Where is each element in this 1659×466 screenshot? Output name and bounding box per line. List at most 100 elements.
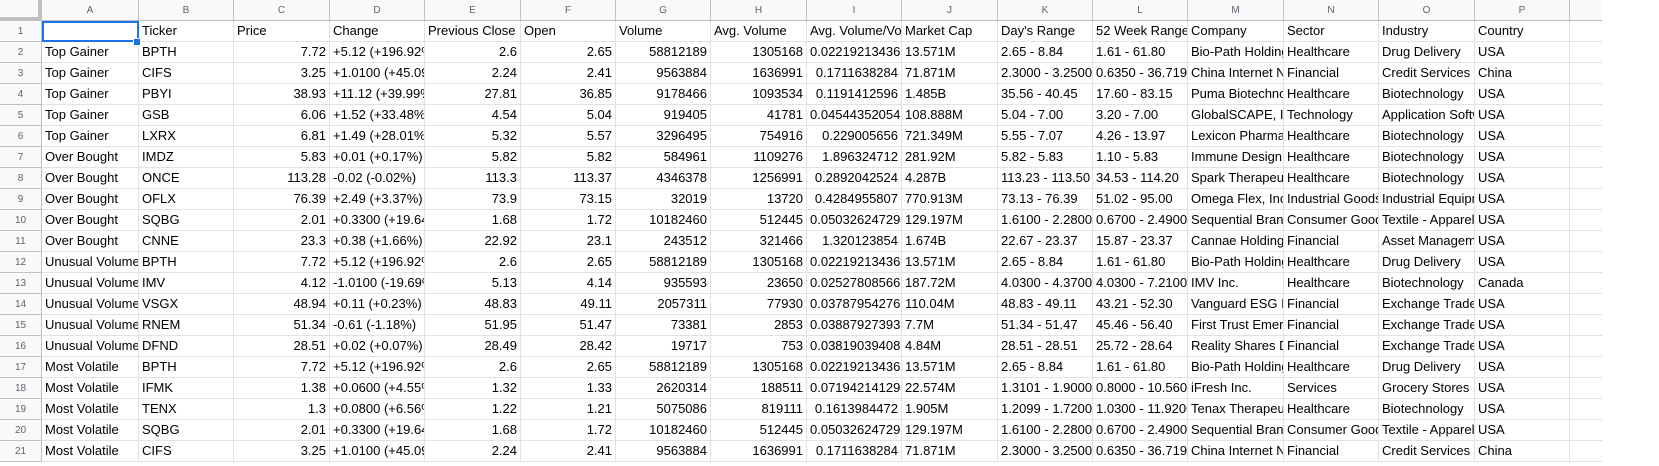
cell-n14[interactable]: Financial	[1284, 294, 1379, 315]
cell-h3[interactable]: 1636991	[711, 63, 807, 84]
cell-c21[interactable]: 3.25	[234, 441, 330, 462]
column-header-a[interactable]: A	[42, 0, 139, 21]
cell-n4[interactable]: Healthcare	[1284, 84, 1379, 105]
cell-d7[interactable]: +0.01 (+0.17%)	[330, 147, 425, 168]
cell-m9[interactable]: Omega Flex, Inc.	[1188, 189, 1284, 210]
cell-n3[interactable]: Financial	[1284, 63, 1379, 84]
row-header[interactable]: 16	[0, 336, 42, 357]
cell-j7[interactable]: 281.92M	[902, 147, 998, 168]
cell-k20[interactable]: 1.6100 - 2.2800	[998, 420, 1093, 441]
column-header-i[interactable]: I	[807, 0, 902, 21]
cell-m14[interactable]: Vanguard ESG International	[1188, 294, 1284, 315]
cell-g3[interactable]: 9563884	[616, 63, 711, 84]
cell-i13[interactable]: 0.02527808566	[807, 273, 902, 294]
cell-h1[interactable]: Avg. Volume	[711, 21, 807, 42]
cell-p13[interactable]: Canada	[1475, 273, 1570, 294]
cell-j2[interactable]: 13.571M	[902, 42, 998, 63]
cell-p19[interactable]: USA	[1475, 399, 1570, 420]
cell-p8[interactable]: USA	[1475, 168, 1570, 189]
cell-j20[interactable]: 129.197M	[902, 420, 998, 441]
cell-d2[interactable]: +5.12 (+196.92%)	[330, 42, 425, 63]
cell-j18[interactable]: 22.574M	[902, 378, 998, 399]
cell-n20[interactable]: Consumer Goods	[1284, 420, 1379, 441]
cell-g21[interactable]: 9563884	[616, 441, 711, 462]
cell-d6[interactable]: +1.49 (+28.01%)	[330, 126, 425, 147]
cell-c5[interactable]: 6.06	[234, 105, 330, 126]
cell-g11[interactable]: 243512	[616, 231, 711, 252]
cell-l19[interactable]: 1.0300 - 11.9200	[1093, 399, 1188, 420]
row-header[interactable]: 13	[0, 273, 42, 294]
cell-o6[interactable]: Biotechnology	[1379, 126, 1475, 147]
cell-a1[interactable]	[42, 21, 139, 42]
cell-m20[interactable]: Sequential Brands	[1188, 420, 1284, 441]
cell-o16[interactable]: Exchange Traded Fund	[1379, 336, 1475, 357]
cell-l20[interactable]: 0.6700 - 2.4900	[1093, 420, 1188, 441]
cell-e15[interactable]: 51.95	[425, 315, 521, 336]
cell-m3[interactable]: China Internet Nationwide	[1188, 63, 1284, 84]
cell-h19[interactable]: 819111	[711, 399, 807, 420]
cell-f18[interactable]: 1.33	[521, 378, 616, 399]
cell-k13[interactable]: 4.0300 - 4.3700	[998, 273, 1093, 294]
cell-h21[interactable]: 1636991	[711, 441, 807, 462]
cell-d10[interactable]: +0.3300 (+19.64%)	[330, 210, 425, 231]
cell-p3[interactable]: China	[1475, 63, 1570, 84]
cell-p20[interactable]: USA	[1475, 420, 1570, 441]
cell-e20[interactable]: 1.68	[425, 420, 521, 441]
cell-f8[interactable]: 113.37	[521, 168, 616, 189]
cell-j4[interactable]: 1.485B	[902, 84, 998, 105]
cell-e13[interactable]: 5.13	[425, 273, 521, 294]
cell-a3[interactable]: Top Gainer	[42, 63, 139, 84]
cell-n7[interactable]: Healthcare	[1284, 147, 1379, 168]
cell-e21[interactable]: 2.24	[425, 441, 521, 462]
cell-e14[interactable]: 48.83	[425, 294, 521, 315]
cell-h16[interactable]: 753	[711, 336, 807, 357]
row-header[interactable]: 4	[0, 84, 42, 105]
cell-h9[interactable]: 13720	[711, 189, 807, 210]
cell-j12[interactable]: 13.571M	[902, 252, 998, 273]
cell-a20[interactable]: Most Volatile	[42, 420, 139, 441]
cell-b1[interactable]: Ticker	[139, 21, 234, 42]
cell-g17[interactable]: 58812189	[616, 357, 711, 378]
cell-d9[interactable]: +2.49 (+3.37%)	[330, 189, 425, 210]
cell-c3[interactable]: 3.25	[234, 63, 330, 84]
cell-g9[interactable]: 32019	[616, 189, 711, 210]
cell-d17[interactable]: +5.12 (+196.92%)	[330, 357, 425, 378]
cell-n18[interactable]: Services	[1284, 378, 1379, 399]
cell-o13[interactable]: Biotechnology	[1379, 273, 1475, 294]
cell-g13[interactable]: 935593	[616, 273, 711, 294]
cell-k2[interactable]: 2.65 - 8.84	[998, 42, 1093, 63]
cell-k19[interactable]: 1.2099 - 1.7200	[998, 399, 1093, 420]
cell-k4[interactable]: 35.56 - 40.45	[998, 84, 1093, 105]
cell-p15[interactable]: USA	[1475, 315, 1570, 336]
cell-g5[interactable]: 919405	[616, 105, 711, 126]
cell-o17[interactable]: Drug Delivery	[1379, 357, 1475, 378]
cell-n5[interactable]: Technology	[1284, 105, 1379, 126]
cell-l13[interactable]: 4.0300 - 7.2100	[1093, 273, 1188, 294]
cell-k11[interactable]: 22.67 - 23.37	[998, 231, 1093, 252]
cell-p10[interactable]: USA	[1475, 210, 1570, 231]
cell-i18[interactable]: 0.07194214129	[807, 378, 902, 399]
cell-f7[interactable]: 5.82	[521, 147, 616, 168]
cell-p6[interactable]: USA	[1475, 126, 1570, 147]
cell-i20[interactable]: 0.05032624729	[807, 420, 902, 441]
cell-n13[interactable]: Healthcare	[1284, 273, 1379, 294]
cell-e9[interactable]: 73.9	[425, 189, 521, 210]
cell-k7[interactable]: 5.82 - 5.83	[998, 147, 1093, 168]
cell-k5[interactable]: 5.04 - 7.00	[998, 105, 1093, 126]
cell-n11[interactable]: Financial	[1284, 231, 1379, 252]
cell-e16[interactable]: 28.49	[425, 336, 521, 357]
row-header[interactable]: 2	[0, 42, 42, 63]
cell-b4[interactable]: PBYI	[139, 84, 234, 105]
column-header-j[interactable]: J	[902, 0, 998, 21]
cell-m19[interactable]: Tenax Therapeutics	[1188, 399, 1284, 420]
cell-m5[interactable]: GlobalSCAPE, Inc.	[1188, 105, 1284, 126]
column-header-d[interactable]: D	[330, 0, 425, 21]
column-header-b[interactable]: B	[139, 0, 234, 21]
cell-l21[interactable]: 0.6350 - 36.7190	[1093, 441, 1188, 462]
cell-f16[interactable]: 28.42	[521, 336, 616, 357]
column-header-p[interactable]: P	[1475, 0, 1570, 21]
cell-g20[interactable]: 10182460	[616, 420, 711, 441]
cell-h12[interactable]: 1305168	[711, 252, 807, 273]
cell-o11[interactable]: Asset Management	[1379, 231, 1475, 252]
cell-c11[interactable]: 23.3	[234, 231, 330, 252]
